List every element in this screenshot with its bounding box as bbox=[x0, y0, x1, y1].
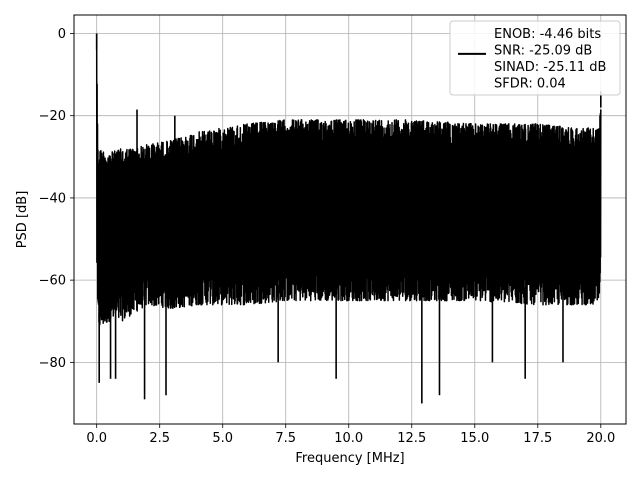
x-tick-label: 5.0 bbox=[212, 431, 233, 446]
x-tick-label: 12.5 bbox=[397, 431, 426, 446]
legend-box bbox=[449, 20, 621, 96]
legend-label-line: SINAD: -25.11 dB bbox=[494, 60, 606, 75]
x-tick-label: 17.5 bbox=[523, 431, 552, 446]
x-tick-label: 7.5 bbox=[275, 431, 296, 446]
legend-label-line: SFDR: 0.04 bbox=[494, 77, 566, 92]
psd-series-core bbox=[96, 54, 601, 305]
y-tick-label: −60 bbox=[39, 274, 66, 289]
y-axis-label: PSD [dB] bbox=[15, 191, 30, 249]
y-tick-label: −40 bbox=[39, 191, 66, 206]
legend-label-line: ENOB: -4.46 bits bbox=[494, 27, 601, 42]
y-tick-label: −80 bbox=[39, 356, 66, 371]
x-tick-label: 0.0 bbox=[86, 431, 107, 446]
axes-frame bbox=[73, 14, 627, 425]
y-tick-label: 0 bbox=[58, 27, 66, 42]
x-axis-label: Frequency [MHz] bbox=[295, 451, 404, 466]
y-axis: 0 −20 −40 −60 −80 bbox=[39, 27, 74, 371]
legend-label-line: SNR: -25.09 dB bbox=[494, 44, 592, 59]
psd-series-line bbox=[95, 33, 602, 327]
x-tick-label: 10.0 bbox=[334, 431, 363, 446]
x-tick-label: 15.0 bbox=[460, 431, 489, 446]
x-tick-label: 20.0 bbox=[586, 431, 615, 446]
y-tick-label: −20 bbox=[39, 109, 66, 124]
x-axis: 0.0 2.5 5.0 7.5 10.0 12.5 15.0 17.5 20.0 bbox=[86, 424, 615, 446]
x-tick-label: 2.5 bbox=[149, 431, 170, 446]
